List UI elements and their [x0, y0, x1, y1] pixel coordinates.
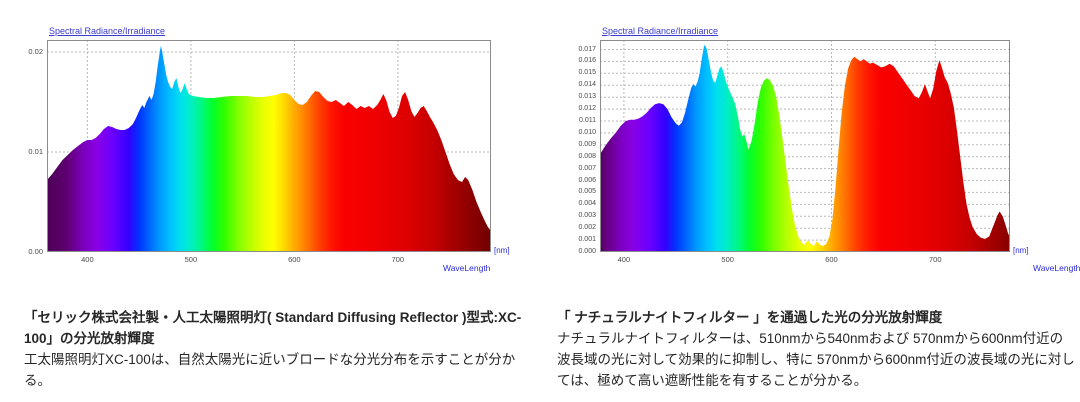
plot-frame [600, 40, 1010, 252]
y-tick-label: 0.015 [578, 69, 596, 77]
y-tick-label: 0.002 [578, 224, 596, 232]
spectrum-area [47, 46, 491, 252]
plot-area [47, 40, 491, 252]
y-tick-label: 0.02 [28, 47, 43, 56]
x-axis-label: WaveLength [1033, 263, 1080, 273]
y-tick-label: 0.006 [578, 176, 596, 184]
plot-area [600, 40, 1010, 252]
y-tick-label: 0.011 [579, 116, 596, 124]
y-tick-label: 0.005 [578, 188, 596, 196]
nm-unit-label: [nm] [1013, 246, 1029, 255]
y-tick-label: 0.017 [578, 45, 596, 53]
x-axis-label: WaveLength [443, 263, 491, 273]
x-tick-label: 400 [617, 255, 631, 264]
chart-title: Spectral Radiance/Irradiance [49, 26, 166, 36]
y-tick-label: 0.001 [578, 236, 596, 244]
y-tick-label: 0.008 [578, 152, 596, 160]
plot-frame [47, 40, 491, 252]
y-tick-label: 0.01 [28, 147, 43, 156]
x-tick-label: 500 [184, 255, 198, 264]
caption-heading: 「 ナチュラルナイトフィルター 」を通過した光の分光放射輝度 [557, 310, 943, 325]
y-tick-label: 0.000 [578, 248, 596, 255]
x-tick-label: 700 [391, 255, 405, 264]
y-tick-label: 0.016 [578, 57, 596, 65]
spectral-chart-unfiltered: Spectral Radiance/Irradiance [nm] WaveLe… [24, 20, 564, 305]
caption-unfiltered: 「セリック株式会社製・人工太陽照明灯( Standard Diffusing R… [24, 308, 526, 392]
y-tick-label: 0.00 [28, 247, 43, 256]
caption-filtered: 「 ナチュラルナイトフィルター 」を通過した光の分光放射輝度 ナチュラルナイトフ… [557, 308, 1075, 392]
spectrum-area [600, 44, 1010, 252]
chart-title: Spectral Radiance/Irradiance [602, 26, 719, 36]
x-tick-label: 600 [288, 255, 301, 264]
caption-body: 工太陽照明灯XC-100は、自然太陽光に近いブロードな分光分布を示すことが分かる… [24, 351, 516, 388]
x-tick-label: 600 [825, 255, 838, 264]
x-tick-label: 500 [721, 255, 734, 264]
x-tick-label: 700 [929, 255, 942, 264]
nm-unit-label: [nm] [494, 246, 510, 255]
y-tick-label: 0.007 [578, 164, 596, 172]
y-tick-label: 0.012 [578, 105, 596, 113]
spectral-chart-filtered: Spectral Radiance/Irradiance [nm] WaveLe… [568, 20, 1080, 305]
y-tick-label: 0.009 [578, 140, 596, 148]
y-tick-label: 0.010 [578, 128, 596, 136]
y-tick-label: 0.013 [578, 93, 596, 101]
caption-body: ナチュラルナイトフィルターは、510nmから540nmおよび 570nmから60… [557, 330, 1075, 388]
x-tick-label: 400 [81, 255, 94, 264]
caption-heading: 「セリック株式会社製・人工太陽照明灯( Standard Diffusing R… [24, 310, 522, 346]
y-tick-label: 0.014 [578, 81, 596, 89]
y-tick-label: 0.003 [578, 212, 596, 220]
y-tick-label: 0.004 [578, 200, 596, 208]
